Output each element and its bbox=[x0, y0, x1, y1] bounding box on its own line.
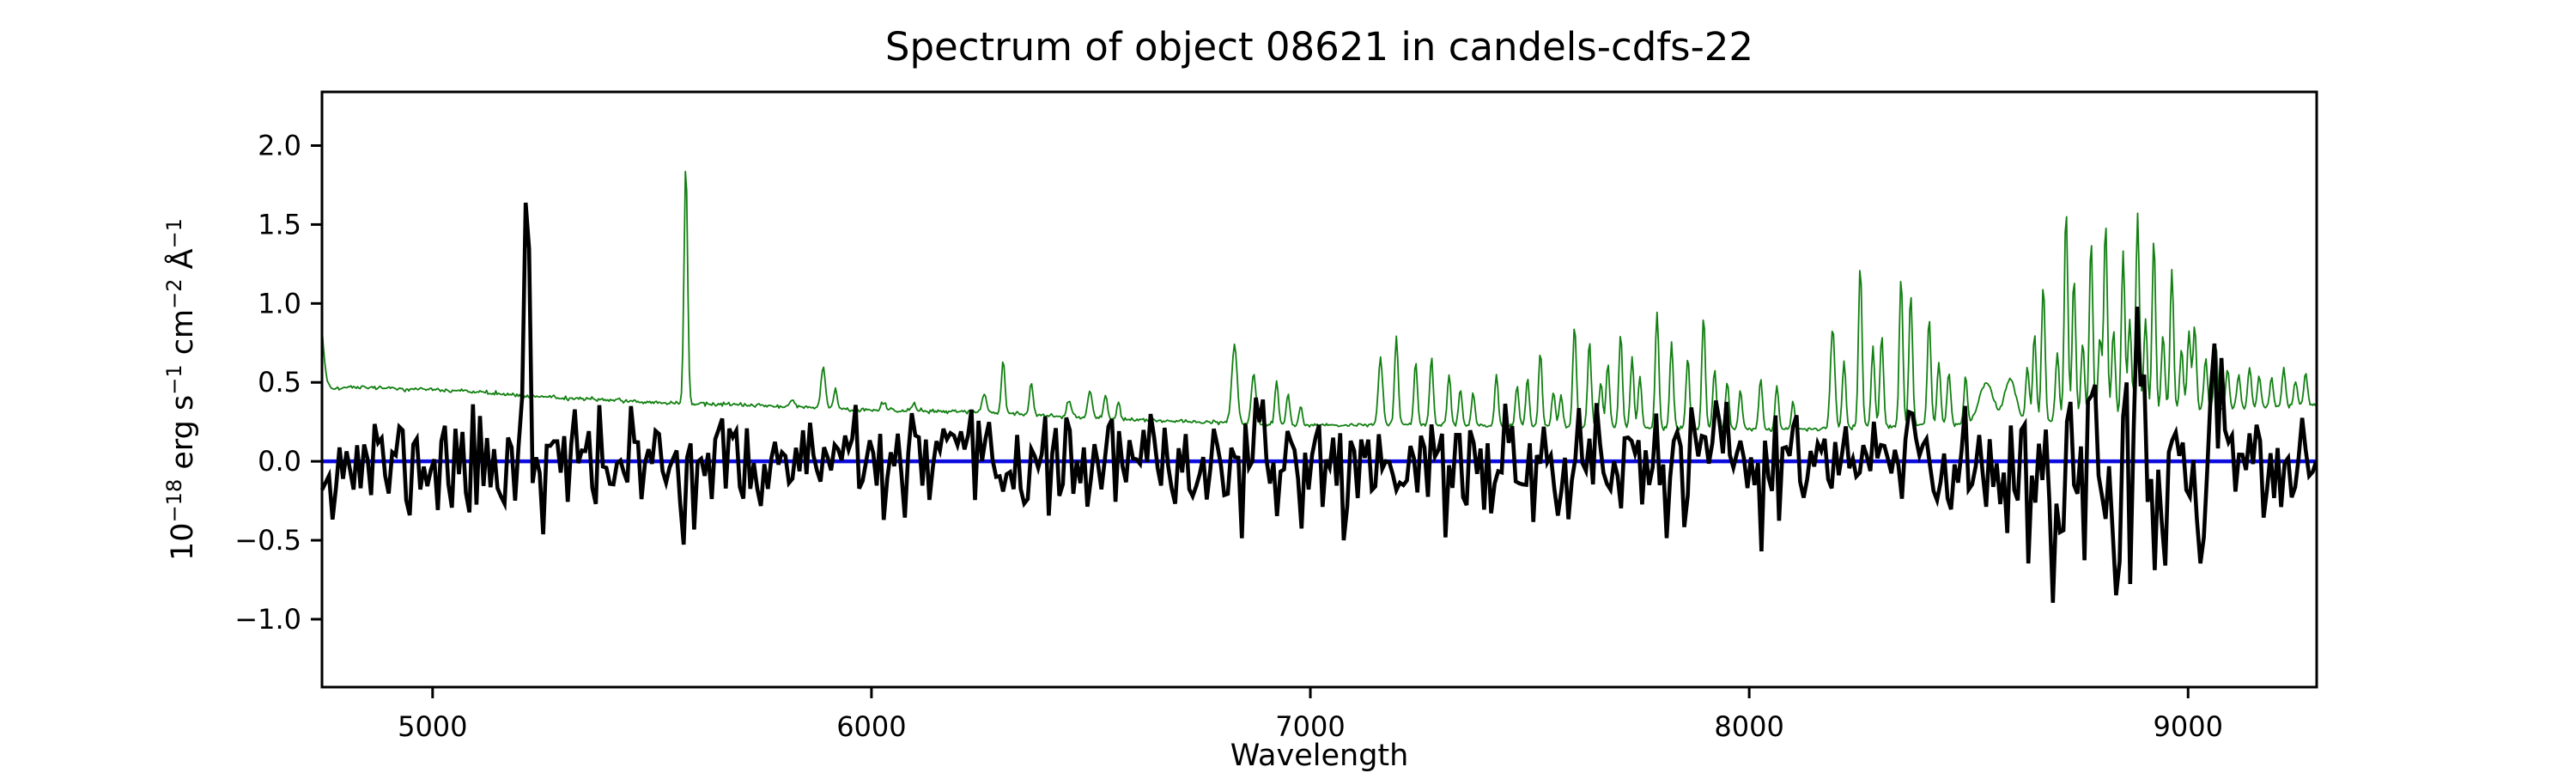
x-tick-label: 8000 bbox=[1714, 710, 1783, 743]
flux-curve bbox=[319, 202, 2318, 603]
plot-title: Spectrum of object 08621 in candels-cdfs… bbox=[885, 24, 1753, 70]
x-axis-label: Wavelength bbox=[1230, 739, 1409, 773]
y-tick-label: −1.0 bbox=[234, 603, 301, 636]
y-tick-label: 1.0 bbox=[258, 287, 301, 320]
x-tick-label: 5000 bbox=[398, 710, 467, 743]
sky-noise-curve bbox=[321, 170, 2318, 432]
x-tick-label: 9000 bbox=[2154, 710, 2223, 743]
x-tick-label: 6000 bbox=[836, 710, 906, 743]
axes-layer bbox=[311, 90, 2318, 698]
y-tick-label: −0.5 bbox=[234, 524, 301, 557]
axes-frame bbox=[320, 90, 2318, 689]
y-tick-label: 0.0 bbox=[258, 445, 301, 478]
y-tick-label: 0.5 bbox=[258, 366, 301, 399]
y-tick-label: 1.5 bbox=[258, 208, 301, 240]
curves-layer bbox=[319, 170, 2318, 603]
y-tick-label: 2.0 bbox=[258, 129, 301, 161]
x-tick-label: 7000 bbox=[1275, 710, 1345, 743]
y-axis-label: 10−18 erg s−1 cm−2 Å−1 bbox=[162, 218, 200, 561]
